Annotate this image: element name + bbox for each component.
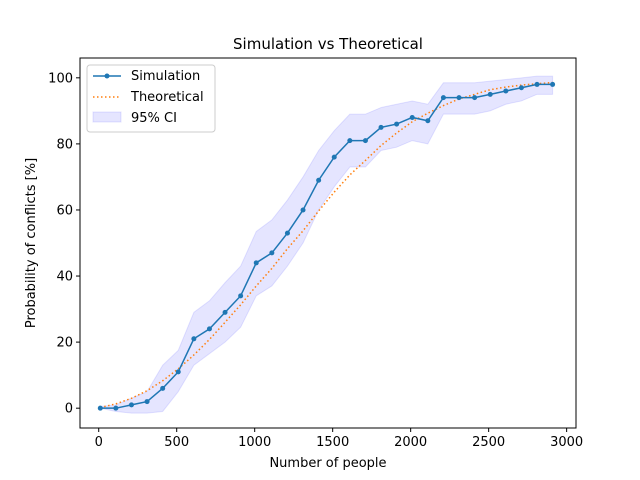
legend: Simulation Theoretical 95% CI bbox=[86, 64, 216, 133]
legend-simulation-label: Simulation bbox=[131, 69, 200, 84]
simulation-line bbox=[100, 83, 553, 409]
y-tick-label: 20 bbox=[56, 336, 73, 351]
simulation-point bbox=[175, 369, 181, 375]
theoretical-series-layer bbox=[100, 81, 553, 409]
legend-box bbox=[86, 64, 216, 133]
simulation-point bbox=[347, 138, 353, 144]
y-tick-label: 100 bbox=[48, 71, 73, 86]
legend-ci-label: 95% CI bbox=[131, 111, 177, 126]
theoretical-line bbox=[100, 81, 553, 409]
y-tick-label: 60 bbox=[56, 203, 73, 218]
x-tick-label: 2000 bbox=[394, 435, 427, 450]
simulation-point bbox=[206, 326, 212, 332]
simulation-point bbox=[472, 95, 478, 101]
legend-theoretical-label: Theoretical bbox=[130, 90, 204, 105]
y-tick-label: 80 bbox=[56, 137, 73, 152]
simulation-point bbox=[425, 118, 431, 124]
simulation-point bbox=[487, 91, 493, 97]
simulation-point bbox=[362, 138, 368, 144]
simulation-point bbox=[160, 385, 166, 391]
simulation-point bbox=[284, 230, 290, 236]
simulation-point bbox=[550, 81, 556, 87]
legend-simulation-marker bbox=[104, 73, 110, 79]
simulation-point bbox=[394, 121, 400, 127]
simulation-point bbox=[503, 88, 509, 94]
simulation-point bbox=[113, 405, 119, 411]
simulation-point bbox=[409, 114, 415, 120]
simulation-point bbox=[518, 85, 524, 91]
x-axis-ticks: 0 500 1000 1500 2000 2500 3000 bbox=[95, 428, 583, 450]
x-tick-label: 2500 bbox=[472, 435, 505, 450]
ci-band bbox=[99, 75, 554, 414]
ci-band-layer bbox=[99, 75, 554, 414]
simulation-point bbox=[222, 309, 228, 315]
plot-frame bbox=[79, 57, 577, 429]
chart-title: Simulation vs Theoretical bbox=[233, 35, 423, 53]
x-tick-label: 1500 bbox=[316, 435, 349, 450]
y-tick-label: 0 bbox=[65, 402, 73, 417]
x-axis-label: Number of people bbox=[269, 456, 386, 471]
y-tick-label: 40 bbox=[56, 270, 73, 285]
simulation-point bbox=[238, 293, 244, 299]
simulation-point bbox=[316, 177, 322, 183]
simulation-point bbox=[300, 207, 306, 213]
simulation-point bbox=[269, 250, 275, 256]
simulation-point bbox=[534, 81, 540, 87]
simulation-point bbox=[331, 154, 337, 160]
x-tick-label: 3000 bbox=[550, 435, 583, 450]
y-axis-ticks: 0 20 40 60 80 100 bbox=[48, 71, 80, 417]
simulation-point bbox=[440, 95, 446, 101]
simulation-point bbox=[97, 405, 103, 411]
legend-ci-swatch bbox=[92, 111, 122, 123]
x-tick-label: 0 bbox=[95, 435, 103, 450]
simulation-point bbox=[253, 260, 259, 266]
simulation-point bbox=[191, 336, 197, 342]
simulation-point bbox=[378, 124, 384, 130]
x-tick-label: 500 bbox=[164, 435, 189, 450]
y-axis-label: Probability of conflicts [%] bbox=[24, 158, 39, 328]
simulation-point bbox=[128, 402, 134, 408]
simulation-point bbox=[144, 399, 150, 405]
x-tick-label: 1000 bbox=[238, 435, 271, 450]
simulation-series-layer bbox=[97, 81, 556, 411]
simulation-point bbox=[456, 95, 462, 101]
